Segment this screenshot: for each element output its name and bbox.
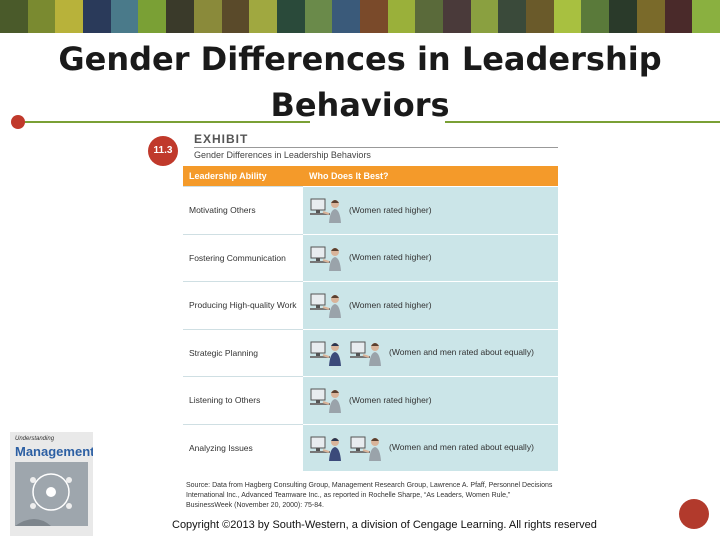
man-at-computer-icon xyxy=(310,436,341,461)
who-does-it-best-cell: (Women and men rated about equally) xyxy=(303,423,558,471)
man-at-computer-icon xyxy=(310,341,341,366)
top-band-segment xyxy=(692,0,720,33)
top-band-segment xyxy=(276,0,305,33)
top-band-segment xyxy=(27,0,56,33)
top-band-segment xyxy=(609,0,637,33)
exhibit-number-badge: 11.3 xyxy=(148,136,178,166)
title-rule-left xyxy=(18,121,310,123)
table-row: Analyzing Issues (Women and men rated abo… xyxy=(183,423,558,471)
cover-title-line-1: Understanding xyxy=(15,436,55,442)
source-line-1: Source: Data from Hagberg Consulting Gro… xyxy=(186,482,553,489)
cover-artwork xyxy=(15,462,88,526)
cover-people-icon xyxy=(15,462,88,526)
top-band-segment xyxy=(332,0,360,33)
rating-text: (Women and men rated about equally) xyxy=(389,442,534,453)
rating-text: (Women rated higher) xyxy=(349,394,432,405)
leadership-table: Leadership Ability Who Does It Best? Mot… xyxy=(183,166,558,471)
header-who-does-it-best: Who Does It Best? xyxy=(303,166,558,187)
woman-at-computer-icon xyxy=(310,198,341,224)
title-rule-right xyxy=(445,121,720,123)
who-does-it-best-cell: (Women rated higher) xyxy=(303,376,558,424)
woman-at-computer-icon xyxy=(350,341,381,366)
top-band-segment xyxy=(553,0,582,33)
top-band-segment xyxy=(110,0,139,33)
decorative-dot-left xyxy=(11,115,25,129)
rating-text: (Women and men rated about equally) xyxy=(389,347,534,358)
copyright-notice: Copyright ©2013 by South-Western, a divi… xyxy=(172,519,597,531)
rating-text: (Women rated higher) xyxy=(349,299,432,310)
woman-at-computer-icon xyxy=(350,436,381,461)
leadership-ability-cell: Producing High-quality Work xyxy=(183,281,303,329)
table-row: Strategic Planning (Women and men rated a… xyxy=(183,328,558,377)
source-line-3: BusinessWeek (November 20, 2000): 75-84. xyxy=(186,502,324,509)
who-does-it-best-cell: (Women rated higher) xyxy=(303,233,558,282)
rating-text: (Women rated higher) xyxy=(349,204,432,215)
cover-title-line-2: Management xyxy=(15,444,93,459)
table-row: Motivating Others (Women rated higher) xyxy=(183,186,558,234)
leadership-ability-cell: Motivating Others xyxy=(183,186,303,234)
top-band-segment xyxy=(359,0,388,33)
leadership-ability-cell: Strategic Planning xyxy=(183,328,303,377)
decorative-top-band xyxy=(0,0,720,33)
top-band-segment xyxy=(304,0,333,33)
leadership-ability-cell: Analyzing Issues xyxy=(183,423,303,471)
book-cover-thumbnail: Understanding Management xyxy=(10,432,93,536)
top-band-segment xyxy=(221,0,250,33)
leadership-ability-cell: Fostering Communication xyxy=(183,233,303,282)
exhibit-figure: 11.3 EXHIBIT Gender Differences in Leade… xyxy=(148,130,560,476)
who-does-it-best-cell: (Women rated higher) xyxy=(303,186,558,234)
source-line-2: International Inc., Advanced Teamware In… xyxy=(186,492,511,499)
rating-text: (Women rated higher) xyxy=(349,252,432,263)
top-band-segment xyxy=(470,0,499,33)
woman-at-computer-icon xyxy=(310,293,341,319)
top-band-segment xyxy=(166,0,194,33)
exhibit-rule xyxy=(194,147,558,148)
decorative-dot-right xyxy=(679,499,709,529)
top-band-segment xyxy=(55,0,84,33)
top-band-segment xyxy=(249,0,277,33)
source-citation: Source: Data from Hagberg Consulting Gro… xyxy=(186,481,566,511)
exhibit-subtitle: Gender Differences in Leadership Behavio… xyxy=(194,150,371,160)
top-band-segment xyxy=(415,0,443,33)
top-band-segment xyxy=(636,0,665,33)
slide-title-line-1: Gender Differences in Leadership xyxy=(58,40,662,78)
top-band-segment xyxy=(443,0,471,33)
who-does-it-best-cell: (Women and men rated about equally) xyxy=(303,328,558,377)
who-does-it-best-cell: (Women rated higher) xyxy=(303,281,558,329)
top-band-segment xyxy=(498,0,527,33)
top-band-segment xyxy=(193,0,222,33)
table-header-row: Leadership Ability Who Does It Best? xyxy=(183,166,558,187)
slide-title-line-2: Behaviors xyxy=(270,86,450,124)
top-band-segment xyxy=(83,0,111,33)
top-band-segment xyxy=(526,0,554,33)
woman-at-computer-icon xyxy=(310,246,341,271)
top-band-segment xyxy=(387,0,416,33)
top-band-segment xyxy=(0,0,28,33)
table-row: Fostering Communication (Women rated high… xyxy=(183,233,558,282)
top-band-segment xyxy=(664,0,693,33)
top-band-segment xyxy=(138,0,167,33)
woman-at-computer-icon xyxy=(310,388,341,414)
leadership-ability-cell: Listening to Others xyxy=(183,376,303,424)
slide-title: Gender Differences in Leadership Behavio… xyxy=(40,36,680,128)
exhibit-label: EXHIBIT xyxy=(194,132,249,146)
table-row: Producing High-quality Work (Women rated … xyxy=(183,281,558,329)
top-band-segment xyxy=(581,0,610,33)
table-row: Listening to Others (Women rated higher) xyxy=(183,376,558,424)
header-leadership-ability: Leadership Ability xyxy=(183,166,303,187)
